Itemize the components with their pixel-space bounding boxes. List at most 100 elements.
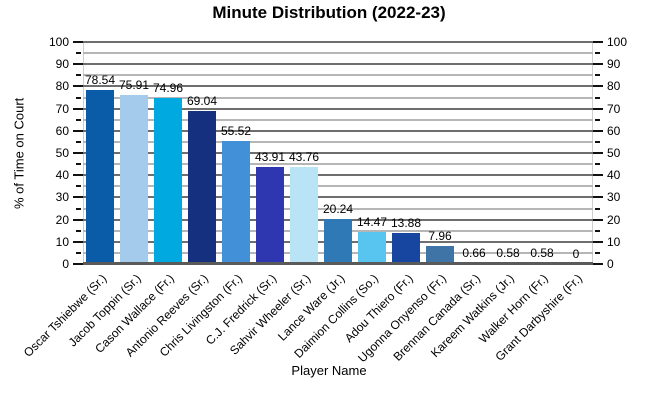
x-tick-label: Lance Ware (Jr.): [274, 271, 348, 344]
y-axis-left-tick: [76, 163, 81, 166]
x-tick-label: Grant Darbyshire (Fr.): [492, 271, 586, 364]
y-axis-right-tick: [595, 118, 600, 121]
bar: [120, 95, 148, 264]
y-axis-right-tick-label: 0: [607, 257, 614, 271]
x-tick-label: Brennan Canada (Sr.): [390, 271, 484, 364]
y-axis-right-tick-label: 90: [607, 57, 621, 72]
y-axis-left-tick-label: 100: [48, 35, 69, 49]
y-axis-right-tick: [593, 152, 603, 154]
bar-value-label: 7.96: [428, 229, 452, 244]
y-axis-left-tick-label: 0: [62, 257, 69, 271]
y-axis-right-tick: [593, 107, 603, 110]
y-axis-left-tick: [73, 218, 83, 221]
y-axis-left-tick-label: 60: [55, 123, 69, 138]
y-axis-right-tick: [593, 174, 603, 177]
bar: [392, 233, 420, 264]
y-axis-left-tick: [76, 207, 81, 210]
bar-value-label: 43.91: [254, 149, 286, 164]
major-gridline: [83, 63, 593, 66]
y-axis-right-tick-label: 30: [607, 190, 621, 205]
y-axis-right-tick: [593, 196, 603, 199]
major-gridline: [83, 174, 593, 177]
y-axis-left-tick: [76, 52, 81, 55]
y-axis-right-tick: [593, 63, 603, 66]
y-axis-right-tick-label: 10: [607, 234, 621, 249]
bar: [290, 166, 318, 264]
x-tick-label: Chris Livingston (Fr.): [157, 271, 246, 360]
y-axis-left-tick-label: 40: [55, 168, 69, 183]
y-axis-left-tick: [73, 129, 83, 132]
bar-value-label: 0.58: [530, 245, 554, 260]
minor-gridline: [83, 207, 593, 210]
chart-title: Minute Distribution (2022-23): [212, 3, 446, 22]
bar-value-label: 0.58: [496, 245, 520, 260]
bar-value-label: 78.54: [84, 72, 116, 87]
bar-value-label: 69.04: [186, 93, 218, 108]
y-axis-right-tick: [593, 240, 603, 243]
minor-gridline: [83, 140, 593, 143]
y-axis-left-tick: [76, 96, 81, 99]
y-axis-right-tick: [595, 96, 600, 99]
major-gridline: [83, 152, 593, 154]
bar: [86, 89, 114, 264]
y-axis-right-tick-label: 100: [607, 35, 628, 49]
bar: [256, 166, 284, 264]
y-axis-right-tick: [595, 207, 600, 210]
y-axis-left-tick: [73, 240, 83, 243]
x-tick-label: Kareem Watkins (Jr.): [428, 271, 518, 361]
minor-gridline: [83, 96, 593, 99]
y-axis-right-tick: [593, 218, 603, 221]
bar-value-label: 43.76: [288, 149, 320, 164]
x-axis-title: Player Name: [291, 363, 367, 378]
y-axis-left-tick: [73, 196, 83, 199]
y-axis-left-tick: [73, 85, 83, 88]
y-axis-right-tick: [595, 251, 600, 254]
y-axis-left-tick: [73, 41, 83, 43]
y-axis-right-tick: [595, 229, 600, 232]
y-axis-right-tick-label: 70: [607, 101, 621, 116]
bar-value-label: 0.66: [462, 245, 486, 260]
major-gridline: [83, 85, 593, 88]
bar: [324, 219, 352, 264]
y-axis-left-tick: [76, 185, 81, 188]
y-axis-right-tick: [593, 41, 603, 43]
bar: [358, 231, 386, 264]
y-axis-left-tick-label: 70: [55, 101, 69, 116]
y-axis-right-tick: [595, 185, 600, 188]
y-axis-left-tick-label: 80: [55, 79, 69, 94]
x-tick-label: Oscar Tshiebwe (Sr.): [20, 271, 110, 360]
bar: [154, 97, 182, 264]
bar-value-label: 14.47: [356, 214, 388, 229]
y-axis-left-tick: [76, 251, 81, 254]
bar: [222, 140, 250, 264]
plot-area: 0 0 10 10 20 20 30 30 40 40 50 50 60 60 70 70 80 80 90 90 10…: [49, 35, 627, 271]
x-axis-line: [83, 262, 593, 265]
x-tick-label: Adou Thiero (Fr.): [341, 271, 416, 346]
minor-gridline: [83, 163, 593, 166]
minor-gridline: [83, 74, 593, 77]
y-axis-left-tick: [73, 174, 83, 177]
x-tick-label: C.J. Fredrick (Sr.): [202, 271, 280, 348]
y-axis-right-tick-label: 60: [607, 123, 621, 138]
major-gridline: [83, 129, 593, 132]
y-axis-left-tick: [76, 229, 81, 232]
bar-value-label: 0: [572, 247, 580, 261]
y-axis-left-tick-label: 20: [55, 212, 69, 227]
minor-gridline: [83, 185, 593, 188]
major-gridline: [83, 107, 593, 110]
bar-value-label: 20.24: [322, 202, 354, 217]
major-gridline: [83, 196, 593, 199]
y-axis-left-tick: [76, 74, 81, 77]
y-axis-right-tick: [593, 85, 603, 88]
y-axis-right-tick: [595, 140, 600, 143]
y-axis-right-tick-label: 80: [607, 79, 621, 94]
y-axis-left-tick: [76, 140, 81, 143]
bar-value-label: 75.91: [118, 78, 150, 93]
bar-value-label: 55.52: [220, 123, 252, 138]
x-tick-label: Jacob Toppin (Sr.): [65, 271, 144, 350]
y-axis-right-tick-label: 20: [607, 212, 621, 227]
y-axis-right-tick-label: 40: [607, 168, 621, 183]
y-axis-right-tick: [593, 263, 603, 265]
x-tick-label: Cason Wallace (Fr.): [92, 271, 178, 356]
